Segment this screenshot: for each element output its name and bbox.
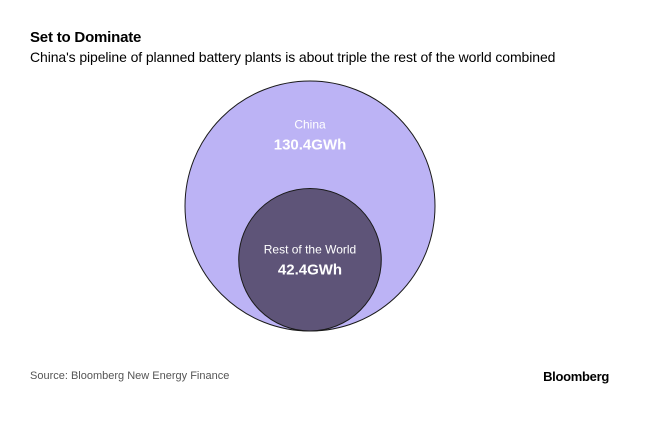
bloomberg-logo: Bloomberg: [543, 369, 609, 384]
rest-of-world-circle: [238, 187, 382, 332]
china-name-label: China: [294, 118, 326, 132]
chart-title: Set to Dominate: [30, 29, 142, 46]
rest-of-world-value-label: 42.4GWh: [278, 262, 342, 279]
china-value-label: 130.4GWh: [274, 137, 347, 154]
rest-of-world-name-label: Rest of the World: [264, 243, 356, 257]
chart-subtitle: China's pipeline of planned battery plan…: [30, 49, 556, 65]
source-note: Source: Bloomberg New Energy Finance: [30, 370, 230, 382]
